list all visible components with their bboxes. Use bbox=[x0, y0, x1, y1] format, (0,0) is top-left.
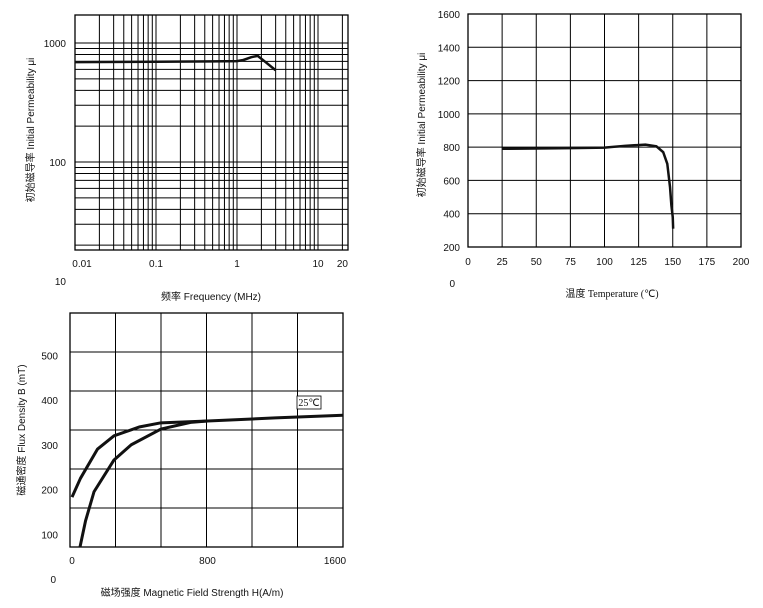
x-tick-label: 0.01 bbox=[72, 259, 92, 270]
bh-curve-chart: 0 800 1600 500 400 300 200 100 0 25℃ 磁场强度 Magnetic… bbox=[15, 312, 347, 599]
x-tick-label: 800 bbox=[199, 556, 216, 567]
y-tick-label: 400 bbox=[41, 396, 58, 407]
x-tick-label: 125 bbox=[630, 257, 647, 268]
plot-frame bbox=[467, 13, 742, 248]
x-tick-label: 1 bbox=[234, 259, 240, 270]
series-line bbox=[70, 413, 344, 498]
y-tick-label: 0 bbox=[50, 575, 56, 586]
x-tick-label: 75 bbox=[565, 257, 577, 268]
x-tick-label: 150 bbox=[664, 257, 681, 268]
x-tick-label: 100 bbox=[596, 257, 613, 268]
y-tick-label: 1400 bbox=[438, 43, 461, 54]
x-tick-label: 0.1 bbox=[149, 259, 163, 270]
y-tick-label: 600 bbox=[443, 176, 460, 187]
y-tick-label: 500 bbox=[41, 351, 58, 362]
series-line bbox=[502, 143, 675, 229]
plot-frame bbox=[69, 312, 344, 548]
x-tick-label: 1600 bbox=[324, 556, 347, 567]
x-tick-label: 10 bbox=[312, 259, 324, 270]
series-line bbox=[74, 54, 277, 72]
x-tick-label: 175 bbox=[699, 257, 716, 268]
temperature-chart: 0 25 50 75 100 125 150 175 200 1600 1400 1200 1000 80… bbox=[415, 10, 750, 300]
x-tick-label: 20 bbox=[337, 259, 349, 270]
y-tick-label: 1000 bbox=[438, 110, 461, 121]
y-axis-label: 初始磁导率 Initial Permeability μi bbox=[24, 58, 37, 203]
y-tick-label: 400 bbox=[443, 210, 460, 221]
x-tick-label: 0 bbox=[69, 556, 75, 567]
x-axis-label: 磁场强度 Magnetic Field Strength H(A/m) bbox=[101, 586, 284, 599]
y-tick-label: 0 bbox=[449, 279, 455, 290]
y-tick-label: 200 bbox=[443, 243, 460, 254]
x-tick-label: 200 bbox=[733, 257, 750, 268]
y-tick-label: 800 bbox=[443, 143, 460, 154]
y-tick-label: 100 bbox=[49, 158, 66, 169]
annotation-label: 25℃ bbox=[298, 398, 319, 409]
y-tick-label: 1600 bbox=[438, 10, 461, 21]
y-tick-label: 300 bbox=[41, 441, 58, 452]
x-axis-label: 温度 Temperature (℃) bbox=[565, 287, 658, 300]
x-tick-label: 0 bbox=[465, 257, 471, 268]
plot-frame bbox=[74, 14, 349, 251]
frequency-chart: 0.01 0.1 1 10 20 1000 100 10 频率 Frequency (MHz) 初… bbox=[24, 14, 349, 303]
annotation-box bbox=[296, 395, 322, 410]
y-tick-label: 200 bbox=[41, 486, 58, 497]
y-axis-label: 初始磁导率 Initial Permeability μi bbox=[415, 53, 428, 198]
x-tick-label: 25 bbox=[497, 257, 509, 268]
series-line bbox=[78, 419, 208, 548]
x-axis-label: 频率 Frequency (MHz) bbox=[161, 290, 261, 303]
y-tick-label: 100 bbox=[41, 530, 58, 541]
x-tick-label: 50 bbox=[531, 257, 543, 268]
y-tick-label: 10 bbox=[55, 277, 67, 288]
y-tick-label: 1200 bbox=[438, 77, 461, 88]
y-axis-label: 磁通密度 Flux Density B (mT) bbox=[15, 364, 28, 495]
y-tick-label: 1000 bbox=[44, 39, 67, 50]
